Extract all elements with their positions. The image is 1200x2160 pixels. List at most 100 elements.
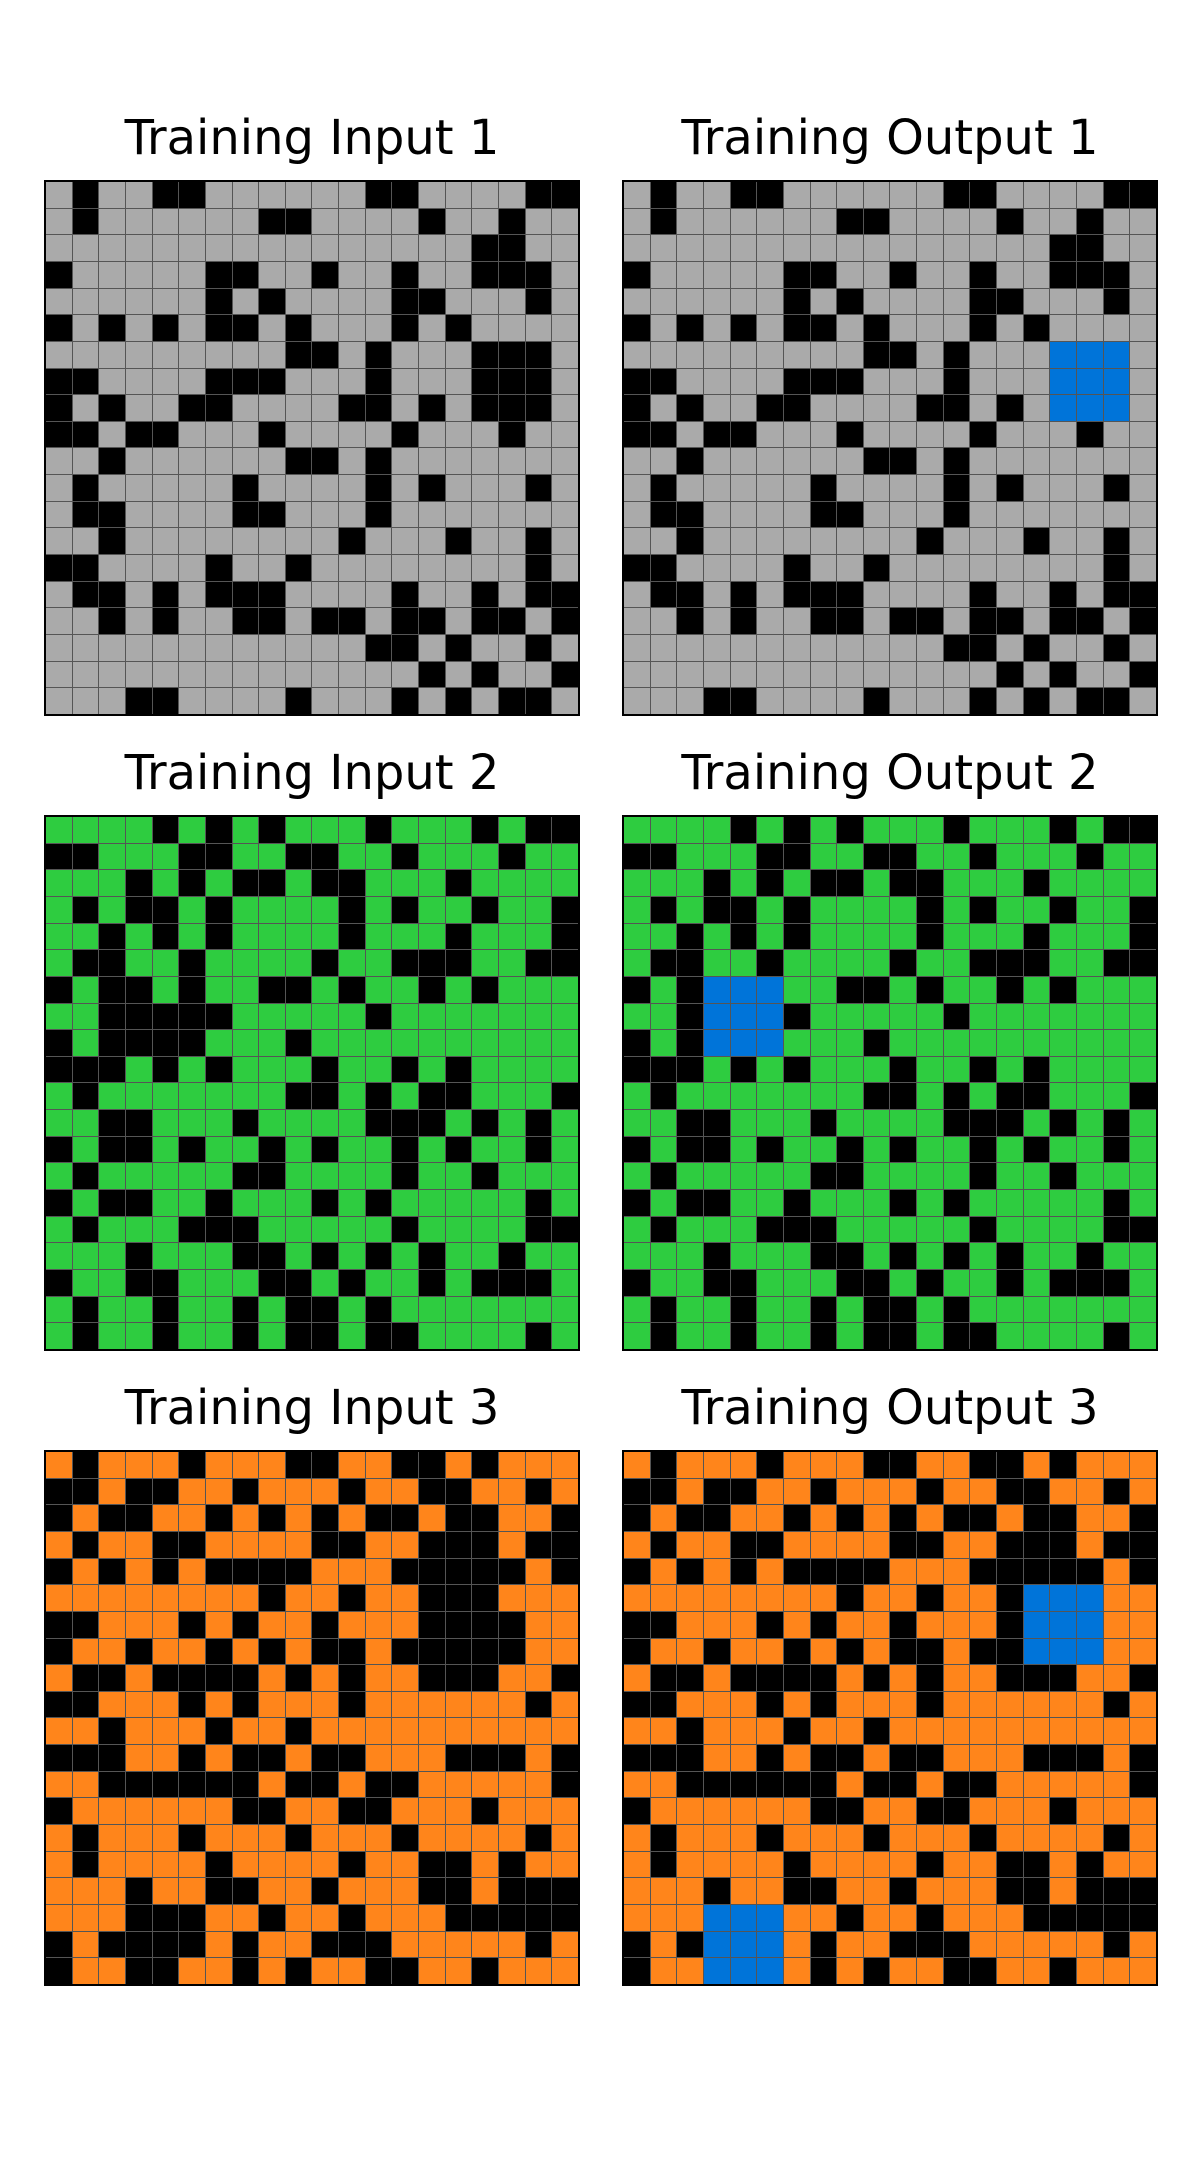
grid-cell [677,395,703,421]
grid-cell [312,581,339,608]
grid-cell [677,1083,703,1110]
grid-cell [46,1531,72,1558]
grid-cell [863,1110,890,1136]
grid-cell [1050,635,1077,661]
grid-cell [99,1110,125,1136]
grid-cell [783,1323,810,1349]
grid-cell [125,1665,152,1691]
grid-cell [205,555,232,581]
grid-cell [650,1243,677,1270]
grid-cell [1103,1243,1130,1270]
grid-cell [624,208,650,235]
grid-cell [312,688,339,714]
grid-cell [365,688,392,714]
grid-cell [943,1851,970,1878]
grid-cell [783,1611,810,1638]
grid-cell [499,1531,525,1558]
grid-cell [970,1851,997,1878]
grid-cell [650,870,677,896]
grid-cell [943,1083,970,1110]
grid-cell [392,1905,419,1931]
grid-cell [703,1798,730,1825]
grid-cell [339,688,365,714]
grid-cell [525,1505,552,1531]
grid-cell [125,661,152,688]
grid-cell [445,235,472,261]
grid-cell [445,1585,472,1611]
grid-cell [890,976,917,1003]
grid-cell [1023,870,1050,896]
grid-cell [1023,1691,1050,1718]
grid-cell [1130,448,1156,475]
grid-cell [72,448,99,475]
grid-cell [46,1323,72,1349]
grid-cell [285,1851,312,1878]
grid-cell [997,1878,1023,1905]
grid-cell [125,976,152,1003]
grid-cell [943,235,970,261]
grid-cell [285,208,312,235]
grid-cell [810,208,837,235]
grid-cell [650,896,677,923]
grid-cell [677,817,703,843]
grid-cell [152,1452,179,1478]
grid-cell [152,1665,179,1691]
grid-cell [46,608,72,635]
grid-cell [810,843,837,870]
grid-cell [525,1478,552,1505]
grid-cell [179,341,205,368]
grid-cell [943,395,970,421]
grid-cell [783,1083,810,1110]
grid-cell [445,1030,472,1056]
grid-cell [499,950,525,976]
grid-cell [392,1851,419,1878]
grid-cell [125,1931,152,1958]
grid-cell [312,448,339,475]
grid-cell [997,1478,1023,1505]
grid-cell [943,635,970,661]
grid-cell [1023,555,1050,581]
grid-cell [1103,421,1130,448]
grid-cell [392,1136,419,1163]
grid-cell [890,1136,917,1163]
grid-cell [837,555,863,581]
grid-cell [890,950,917,976]
grid-cell [997,395,1023,421]
grid-cell [419,341,445,368]
grid-cell [99,1136,125,1163]
grid-cell [1050,1452,1077,1478]
grid-cell [703,1771,730,1798]
grid-cell [890,1745,917,1771]
grid-cell [1050,1296,1077,1323]
grid-cell [525,1958,552,1984]
grid-cell [1130,950,1156,976]
grid-cell [152,581,179,608]
grid-cell [943,1056,970,1083]
grid-cell [863,896,890,923]
grid-cell [837,635,863,661]
grid-cell [1050,581,1077,608]
grid-cell [837,1665,863,1691]
grid-cell [650,1056,677,1083]
grid-cell [285,1691,312,1718]
grid-cell [179,1905,205,1931]
grid-cell [837,661,863,688]
grid-cell [525,1638,552,1665]
grid-cell [917,1110,943,1136]
grid-cell [703,395,730,421]
grid-cell [205,475,232,501]
grid-cell [339,475,365,501]
grid-cell [312,555,339,581]
grid-cell [943,555,970,581]
grid-cell [810,1585,837,1611]
grid-cell [152,1505,179,1531]
grid-cell [783,1270,810,1296]
grid-cell [179,1718,205,1745]
grid-cell [285,501,312,528]
grid-cell [419,395,445,421]
grid-cell [152,870,179,896]
grid-cell [232,448,259,475]
grid-cell [810,976,837,1003]
grid-cell [339,182,365,208]
grid-cell [232,1585,259,1611]
